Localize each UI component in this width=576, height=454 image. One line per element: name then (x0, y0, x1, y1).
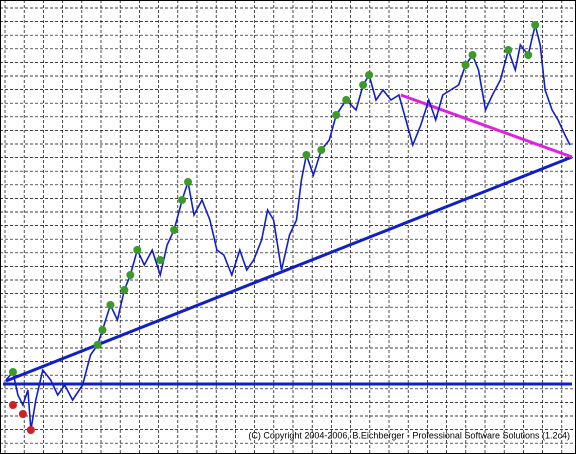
signal-dot (178, 196, 187, 204)
signal-dot (461, 61, 470, 69)
signal-dot (98, 326, 107, 334)
signal-dot (531, 21, 540, 29)
signal-dot (120, 286, 129, 294)
signal-dot (8, 401, 17, 409)
signal-dot (504, 46, 513, 54)
price-line (5, 24, 571, 431)
signal-dot (332, 111, 341, 119)
trend-line (400, 93, 573, 159)
signal-dot (8, 368, 17, 376)
signal-dot (133, 246, 142, 254)
signal-dot (468, 51, 477, 59)
signal-dot (359, 81, 368, 89)
signal-dot (106, 301, 115, 309)
signal-dot (317, 146, 326, 154)
signal-dot (302, 151, 311, 159)
signal-dot (365, 71, 374, 79)
signal-dot (18, 410, 27, 418)
signal-dot (342, 96, 351, 104)
copyright: (C) Copyright 2004-2006, B.Eichberger - … (248, 430, 570, 440)
signal-dot (26, 426, 35, 434)
signal-dot (126, 271, 135, 279)
signal-dot (524, 51, 533, 59)
signal-dot (170, 226, 179, 234)
signal-dot (184, 178, 193, 186)
signal-dot (156, 256, 165, 264)
signal-dot (93, 341, 102, 349)
